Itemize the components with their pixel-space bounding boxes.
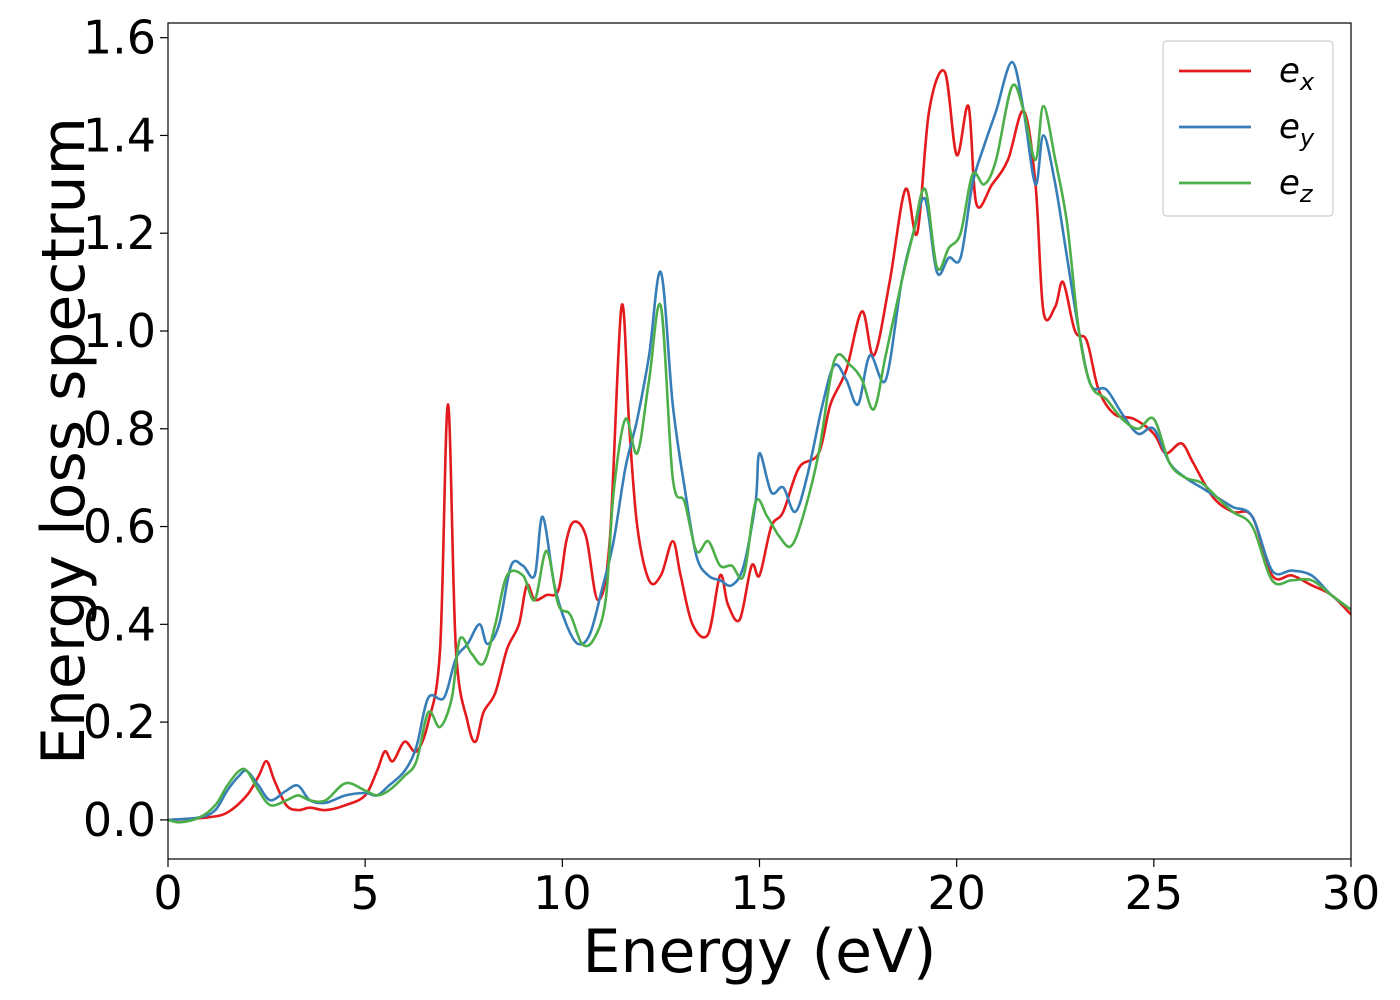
x-tick-label: 15 — [730, 866, 789, 920]
legend-box — [1162, 40, 1334, 217]
y-tick-label: 1.6 — [83, 11, 156, 65]
series-line-z — [168, 83, 1351, 824]
legend-label: ez — [1279, 163, 1314, 208]
y-tick-label: 0.2 — [83, 695, 156, 749]
series-layer — [168, 60, 1351, 824]
legend-item-y: ey — [1179, 107, 1315, 152]
legend-label: ey — [1279, 107, 1315, 152]
y-tick-label: 0.8 — [83, 402, 156, 456]
x-axis-label: Energy (eV) — [583, 917, 937, 987]
y-tick-label: 0.4 — [83, 597, 156, 651]
y-axis: 0.0 0.2 0.4 0.6 0.8 1.0 1.2 1.4 1.6 — [83, 11, 168, 847]
legend: ex ey ez — [1162, 40, 1334, 217]
y-tick-label: 0.0 — [83, 793, 156, 847]
legend-item-z: ez — [1179, 163, 1314, 208]
y-tick-label: 0.6 — [83, 500, 156, 554]
y-tick-label: 1.0 — [83, 304, 156, 358]
x-axis: 0 5 10 15 20 25 30 — [153, 859, 1380, 920]
legend-label: ex — [1279, 51, 1315, 96]
x-tick-label: 10 — [533, 866, 592, 920]
series-line-x — [168, 69, 1351, 822]
legend-item-x: ex — [1179, 51, 1315, 96]
x-tick-label: 20 — [927, 866, 986, 920]
x-tick-label: 25 — [1125, 866, 1184, 920]
y-axis-label: Energy loss spectrum — [29, 117, 99, 765]
y-tick-label: 1.2 — [83, 206, 156, 260]
x-tick-label: 0 — [153, 866, 182, 920]
y-tick-label: 1.4 — [83, 108, 156, 162]
x-tick-label: 5 — [351, 866, 380, 920]
x-tick-label: 30 — [1322, 866, 1381, 920]
